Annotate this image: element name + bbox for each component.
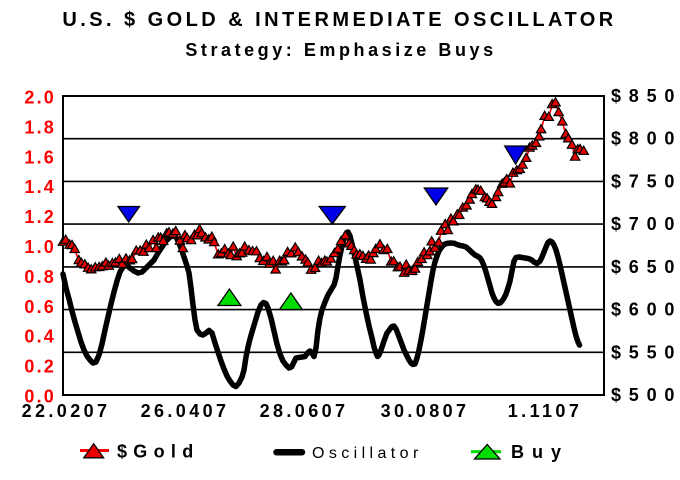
svg-text:0.6: 0.6 <box>24 297 56 317</box>
svg-text:$550: $550 <box>611 342 680 362</box>
svg-text:22.0207: 22.0207 <box>22 401 111 421</box>
svg-text:26.0407: 26.0407 <box>141 401 230 421</box>
svg-text:1.0: 1.0 <box>24 237 56 257</box>
svg-text:Strategy: Emphasize Buys: Strategy: Emphasize Buys <box>185 40 496 60</box>
svg-text:Buy: Buy <box>511 442 569 462</box>
svg-text:$750: $750 <box>611 171 680 191</box>
svg-text:$850: $850 <box>611 86 680 106</box>
svg-text:28.0607: 28.0607 <box>260 401 349 421</box>
svg-text:$600: $600 <box>611 300 680 320</box>
svg-text:$500: $500 <box>611 385 680 405</box>
svg-text:2.0: 2.0 <box>24 88 56 108</box>
svg-text:$Gold: $Gold <box>117 442 200 462</box>
svg-text:1.1107: 1.1107 <box>508 401 582 421</box>
svg-text:U.S. $ GOLD & INTERMEDIATE OSC: U.S. $ GOLD & INTERMEDIATE OSCILLATOR <box>62 9 616 31</box>
svg-text:1.2: 1.2 <box>24 207 56 227</box>
svg-text:Oscillator: Oscillator <box>312 445 423 462</box>
svg-text:0.4: 0.4 <box>24 327 56 347</box>
svg-text:0.0: 0.0 <box>24 387 56 407</box>
svg-text:0.2: 0.2 <box>24 357 56 377</box>
svg-text:$700: $700 <box>611 214 680 234</box>
svg-text:$650: $650 <box>611 257 680 277</box>
svg-text:30.0807: 30.0807 <box>381 401 470 421</box>
svg-text:1.8: 1.8 <box>24 117 56 137</box>
svg-text:1.6: 1.6 <box>24 147 56 167</box>
svg-text:0.8: 0.8 <box>24 267 56 287</box>
svg-text:1.4: 1.4 <box>24 177 56 197</box>
svg-text:$800: $800 <box>611 129 680 149</box>
